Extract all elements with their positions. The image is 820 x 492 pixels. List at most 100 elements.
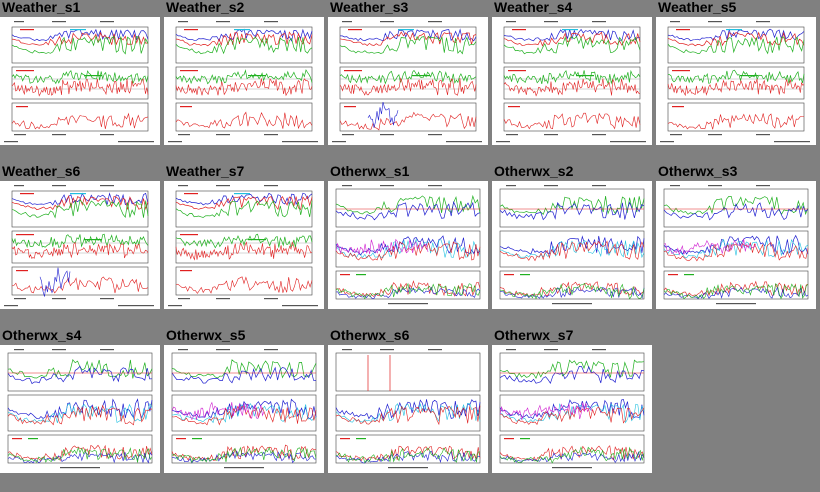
plot-trace bbox=[175, 78, 313, 97]
tiny-label bbox=[264, 21, 278, 23]
tiny-label bbox=[52, 134, 66, 136]
tiny-label bbox=[168, 305, 182, 307]
plot-trace bbox=[7, 398, 153, 420]
tiny-label bbox=[342, 185, 352, 187]
plot-trace bbox=[663, 202, 809, 221]
plot-trace bbox=[663, 283, 809, 300]
plot-preview bbox=[663, 185, 809, 305]
plot-preview bbox=[4, 185, 154, 307]
tiny-label bbox=[340, 274, 350, 276]
plot-trace bbox=[499, 406, 645, 425]
plot-preview bbox=[171, 349, 317, 469]
plot-trace bbox=[667, 113, 804, 130]
plot-trace bbox=[7, 446, 153, 463]
tiny-label bbox=[544, 185, 558, 187]
thumbnail-image[interactable] bbox=[492, 17, 652, 145]
tiny-label bbox=[192, 438, 202, 440]
plot-trace bbox=[175, 31, 313, 47]
tiny-label bbox=[224, 467, 264, 469]
tiny-label bbox=[672, 70, 690, 72]
tiny-label bbox=[216, 134, 230, 136]
plot-trace bbox=[335, 235, 481, 256]
thumbnail-image[interactable] bbox=[328, 345, 488, 473]
tiny-label bbox=[264, 134, 278, 136]
tiny-label bbox=[342, 21, 352, 23]
tiny-label bbox=[70, 29, 86, 31]
tiny-label bbox=[52, 21, 66, 23]
tiny-label bbox=[428, 21, 442, 23]
thumbnail-title: Otherwx_s2 bbox=[494, 163, 574, 179]
plot-trace bbox=[175, 111, 313, 130]
plot-trace bbox=[11, 112, 149, 130]
tiny-label bbox=[670, 185, 680, 187]
tiny-label bbox=[12, 438, 22, 440]
plot-trace bbox=[175, 241, 313, 261]
tiny-label bbox=[4, 305, 18, 307]
plot-trace bbox=[335, 286, 481, 300]
tiny-label bbox=[552, 467, 592, 469]
plot-trace bbox=[335, 194, 481, 215]
tiny-label bbox=[100, 349, 114, 351]
tiny-label bbox=[16, 234, 34, 236]
thumbnail-image[interactable] bbox=[0, 17, 160, 145]
plot-preview bbox=[168, 185, 318, 307]
thumbnail-title: Otherwx_s5 bbox=[166, 327, 246, 343]
plot-trace bbox=[499, 286, 645, 299]
thumbnail-image[interactable] bbox=[492, 181, 652, 309]
plot-trace bbox=[11, 195, 149, 211]
tiny-label bbox=[660, 141, 674, 143]
plot-trace bbox=[663, 234, 809, 256]
thumbnail-image[interactable] bbox=[164, 345, 324, 473]
tiny-label bbox=[756, 134, 770, 136]
tiny-label bbox=[248, 75, 266, 77]
tiny-label bbox=[180, 234, 198, 236]
tiny-label bbox=[756, 185, 770, 187]
plot-trace bbox=[171, 402, 317, 424]
tiny-label bbox=[520, 438, 530, 440]
plot-trace bbox=[7, 444, 153, 462]
thumbnail-image[interactable] bbox=[0, 345, 160, 473]
tiny-label bbox=[70, 193, 86, 195]
tiny-label bbox=[52, 185, 66, 187]
tiny-label bbox=[178, 21, 188, 23]
plot-trace bbox=[175, 36, 313, 55]
tiny-label bbox=[756, 21, 770, 23]
plot-trace bbox=[7, 451, 153, 464]
tiny-label bbox=[774, 141, 810, 143]
tiny-label bbox=[544, 21, 558, 23]
tiny-label bbox=[398, 29, 414, 31]
plot-trace bbox=[175, 233, 313, 249]
tiny-label bbox=[592, 349, 606, 351]
tiny-label bbox=[4, 141, 18, 143]
tiny-label bbox=[708, 134, 722, 136]
plot-trace bbox=[663, 242, 809, 262]
plot-trace bbox=[11, 233, 149, 248]
tiny-label bbox=[52, 298, 66, 300]
tiny-label bbox=[670, 21, 680, 23]
thumbnail-title: Weather_s5 bbox=[658, 0, 737, 15]
tiny-label bbox=[668, 274, 678, 276]
thumbnail-image[interactable] bbox=[164, 17, 324, 145]
plot-trace bbox=[339, 31, 477, 46]
tiny-label bbox=[380, 349, 394, 351]
plot-trace bbox=[7, 365, 153, 385]
tiny-label bbox=[28, 438, 38, 440]
plot-trace bbox=[499, 398, 645, 420]
plot-trace bbox=[499, 402, 593, 421]
tiny-label bbox=[670, 134, 682, 136]
thumbnail-title: Otherwx_s3 bbox=[658, 163, 738, 179]
thumbnail-image[interactable] bbox=[656, 17, 816, 145]
thumbnail-image[interactable] bbox=[492, 345, 652, 473]
thumbnail-image[interactable] bbox=[0, 181, 160, 309]
tiny-label bbox=[446, 141, 482, 143]
thumbnail-image[interactable] bbox=[656, 181, 816, 309]
thumbnail-image[interactable] bbox=[328, 17, 488, 145]
thumbnail-image[interactable] bbox=[164, 181, 324, 309]
plot-trace bbox=[503, 28, 641, 42]
plot-trace bbox=[171, 446, 317, 464]
plot-trace bbox=[499, 201, 645, 221]
tiny-label bbox=[610, 141, 646, 143]
tiny-label bbox=[740, 75, 758, 77]
tiny-label bbox=[100, 298, 114, 300]
thumbnail-image[interactable] bbox=[328, 181, 488, 309]
